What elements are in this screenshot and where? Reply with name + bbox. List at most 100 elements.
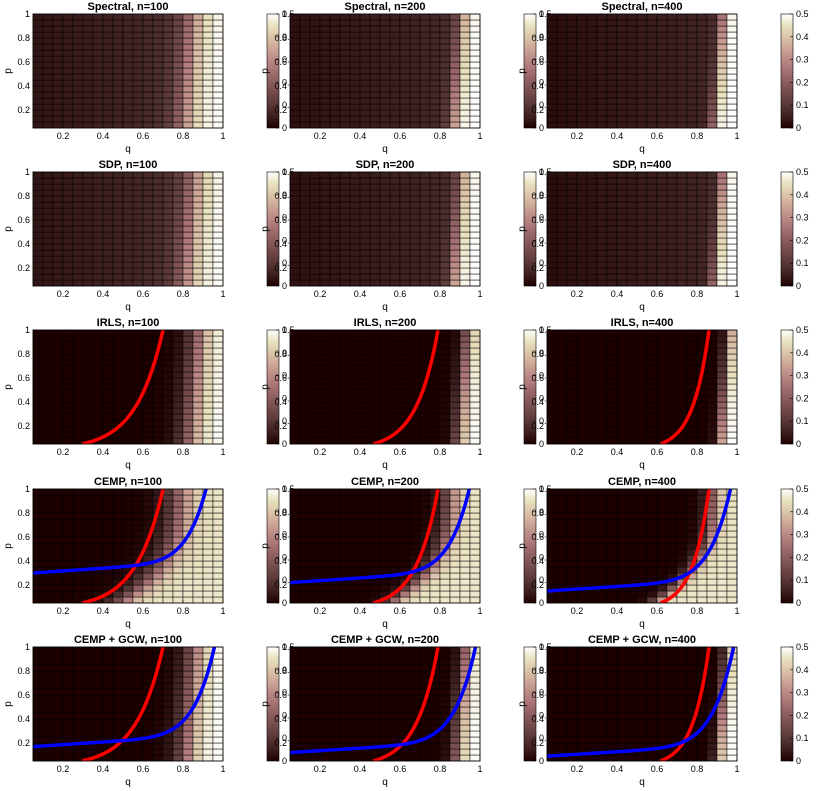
heatmap-cell — [616, 566, 628, 574]
heatmap-cell — [192, 31, 204, 39]
heatmap-cell — [339, 55, 351, 63]
heatmap-cell — [429, 395, 441, 403]
heatmap-cell — [212, 590, 224, 598]
heatmap-cell — [379, 506, 391, 514]
heatmap-cell — [162, 578, 174, 586]
heatmap-cell — [409, 353, 421, 361]
heatmap-cell — [102, 730, 114, 738]
heatmap-cell — [192, 413, 204, 421]
heatmap-cell — [646, 389, 658, 397]
heatmap-cell — [212, 518, 224, 526]
heatmap-cell — [202, 73, 214, 81]
heatmap-cell — [152, 395, 164, 403]
heatmap-cell — [52, 395, 64, 403]
axes-frame — [546, 13, 738, 129]
heatmap-cell — [726, 506, 738, 514]
heatmap-cell — [72, 255, 84, 263]
heatmap-cell — [102, 754, 114, 762]
heatmap-cell — [726, 85, 738, 93]
heatmap-cell — [339, 596, 351, 604]
heatmap-cell — [62, 37, 74, 45]
heatmap-cell — [596, 73, 608, 81]
heatmap-cell — [172, 658, 184, 666]
heatmap-cell — [439, 67, 451, 75]
heatmap-cell — [92, 267, 104, 275]
x-axis-label: q — [382, 619, 388, 630]
heatmap-cell — [566, 542, 578, 550]
heatmap-cell — [636, 237, 648, 245]
heatmap-cell — [122, 43, 134, 51]
heatmap-cell — [202, 231, 214, 239]
heatmap-cell — [369, 109, 381, 117]
heatmap-cell — [212, 103, 224, 111]
heatmap-cell — [596, 195, 608, 203]
heatmap-cell — [319, 365, 331, 373]
heatmap-cell — [192, 754, 204, 762]
heatmap-cell — [152, 425, 164, 433]
heatmap-cell — [349, 530, 361, 538]
heatmap-cell — [329, 237, 341, 245]
heatmap-cell — [706, 195, 718, 203]
heatmap-cell — [726, 61, 738, 69]
colorbar-tick-label: 0.5 — [796, 484, 809, 494]
heatmap-cell — [82, 500, 94, 508]
heatmap-cell — [92, 237, 104, 245]
heatmap-cell — [142, 566, 154, 574]
heatmap-cell — [212, 213, 224, 221]
heatmap-cell — [162, 183, 174, 191]
heatmap-cell — [172, 736, 184, 744]
x-tick-label: 0.4 — [97, 131, 110, 141]
heatmap-cell — [32, 359, 44, 367]
heatmap-cell — [192, 371, 204, 379]
heatmap-cell — [626, 365, 638, 373]
heatmap-cell — [706, 347, 718, 355]
heatmap-cell — [726, 329, 738, 337]
heatmap-cell — [636, 273, 648, 281]
heatmap-cell — [459, 195, 471, 203]
heatmap-cell — [42, 25, 54, 33]
heatmap-cell — [576, 213, 588, 221]
heatmap-cell — [72, 67, 84, 75]
heatmap-cell — [52, 213, 64, 221]
heatmap-cell — [329, 67, 341, 75]
heatmap-cell — [449, 73, 461, 81]
heatmap-cell — [419, 91, 431, 99]
x-axis-label: q — [382, 302, 388, 313]
heatmap-cell — [142, 201, 154, 209]
heatmap-cell — [102, 658, 114, 666]
heatmap-cell — [429, 195, 441, 203]
heatmap-cell — [656, 500, 668, 508]
heatmap-cell — [122, 225, 134, 233]
heatmap-cell — [616, 341, 628, 349]
heatmap-cell — [586, 237, 598, 245]
heatmap-cell — [409, 542, 421, 550]
heatmap-cell — [676, 207, 688, 215]
heatmap-cell — [566, 49, 578, 57]
heatmap-cell — [172, 347, 184, 355]
heatmap-cell — [706, 365, 718, 373]
heatmap-cell — [686, 578, 698, 586]
heatmap-cell — [566, 419, 578, 427]
heatmap-cell — [72, 183, 84, 191]
x-tick-label: 0.8 — [177, 447, 190, 457]
heatmap-cell — [82, 171, 94, 179]
heatmap-cell — [172, 646, 184, 654]
heatmap-cell — [369, 261, 381, 269]
heatmap-cell — [676, 31, 688, 39]
heatmap-cell — [349, 55, 361, 63]
heatmap-cell — [706, 560, 718, 568]
heatmap-cell — [212, 560, 224, 568]
heatmap-cell — [329, 43, 341, 51]
heatmap-cell — [339, 225, 351, 233]
heatmap-cell — [666, 335, 678, 343]
heatmap-cell — [212, 566, 224, 574]
heatmap-cell — [82, 578, 94, 586]
heatmap-cell — [122, 395, 134, 403]
heatmap-cell — [666, 341, 678, 349]
heatmap-cell — [359, 43, 371, 51]
heatmap-cell — [339, 518, 351, 526]
heatmap-cell — [32, 688, 44, 696]
heatmap-cell — [52, 554, 64, 562]
heatmap-cell — [429, 25, 441, 33]
heatmap-cell — [349, 566, 361, 574]
